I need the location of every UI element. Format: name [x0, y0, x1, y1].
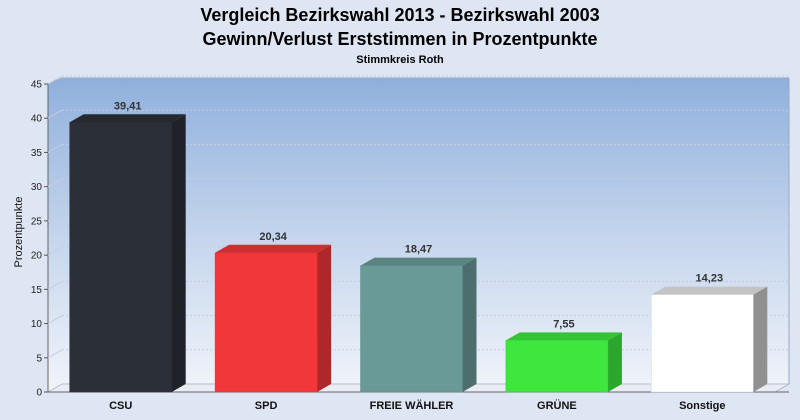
chart-subsubtitle: Stimmkreis Roth — [356, 54, 444, 66]
chart-subtitle: Gewinn/Verlust Erststimmen in Prozentpun… — [202, 29, 597, 49]
bar-top — [215, 244, 332, 253]
y-axis-ticks: 0 5 10 15 20 25 30 35 40 45 — [31, 80, 48, 399]
y-tick-label: 5 — [36, 353, 42, 364]
gridline-diagonal — [47, 280, 63, 290]
y-tick-label: 25 — [31, 216, 43, 227]
gridline-diagonal — [47, 315, 63, 324]
data-label: 7,55 — [553, 318, 574, 330]
data-label: 39,41 — [114, 100, 142, 112]
bar-front — [360, 265, 463, 393]
y-tick-label: 35 — [31, 148, 43, 159]
x-tick-label: FREIE WÄHLER — [370, 399, 454, 412]
data-label: 14,23 — [696, 273, 724, 285]
gridline-diagonal — [47, 75, 63, 85]
chart-title: Vergleich Bezirkswahl 2013 - Bezirkswahl… — [200, 5, 599, 25]
bar-top — [505, 332, 622, 341]
y-tick-label: 45 — [31, 80, 43, 91]
bar-front — [505, 340, 609, 393]
x-tick-label: SPD — [255, 400, 278, 412]
bar-3: 7,55 — [505, 318, 622, 393]
bar-side — [753, 286, 768, 392]
bar-side — [317, 244, 332, 392]
y-tick-label: 0 — [36, 388, 42, 399]
gridline-diagonal — [47, 212, 63, 222]
bar-1: 20,34 — [214, 231, 332, 393]
y-tick-label: 40 — [31, 114, 43, 125]
x-tick-label: CSU — [109, 400, 132, 412]
x-axis-labels: CSU SPD FREIE WÄHLER GRÜNE Sonstige — [109, 399, 725, 412]
gridline-diagonal — [47, 144, 63, 153]
bar-front — [651, 294, 754, 393]
y-axis-label: Prozentpunkte — [13, 197, 25, 268]
gridline-diagonal — [47, 109, 63, 119]
gridline-diagonal — [47, 246, 63, 256]
data-label: 18,47 — [405, 244, 433, 256]
bar-top — [69, 114, 186, 123]
bar-side — [171, 114, 186, 393]
gridline-diagonal — [47, 349, 63, 359]
bar-4: 14,23 — [651, 273, 768, 393]
x-tick-label: GRÜNE — [537, 399, 577, 412]
bar-top — [360, 257, 477, 266]
x-tick-label: Sonstige — [679, 400, 725, 412]
data-label: 20,34 — [259, 231, 287, 243]
bars: 39,41 20,34 18,47 7,55 14,23 — [69, 100, 768, 393]
y-tick-label: 15 — [31, 285, 43, 296]
bar-front — [69, 122, 172, 393]
y-tick-label: 30 — [31, 182, 43, 193]
gridline-diagonal — [47, 178, 63, 188]
bar-side — [607, 332, 622, 392]
bar-2: 18,47 — [360, 244, 477, 393]
bar-side — [462, 257, 477, 392]
bar-0: 39,41 — [69, 100, 186, 393]
y-tick-label: 20 — [31, 251, 43, 262]
y-tick-label: 10 — [31, 319, 43, 330]
bar-front — [214, 252, 318, 393]
bar-top — [651, 286, 768, 295]
